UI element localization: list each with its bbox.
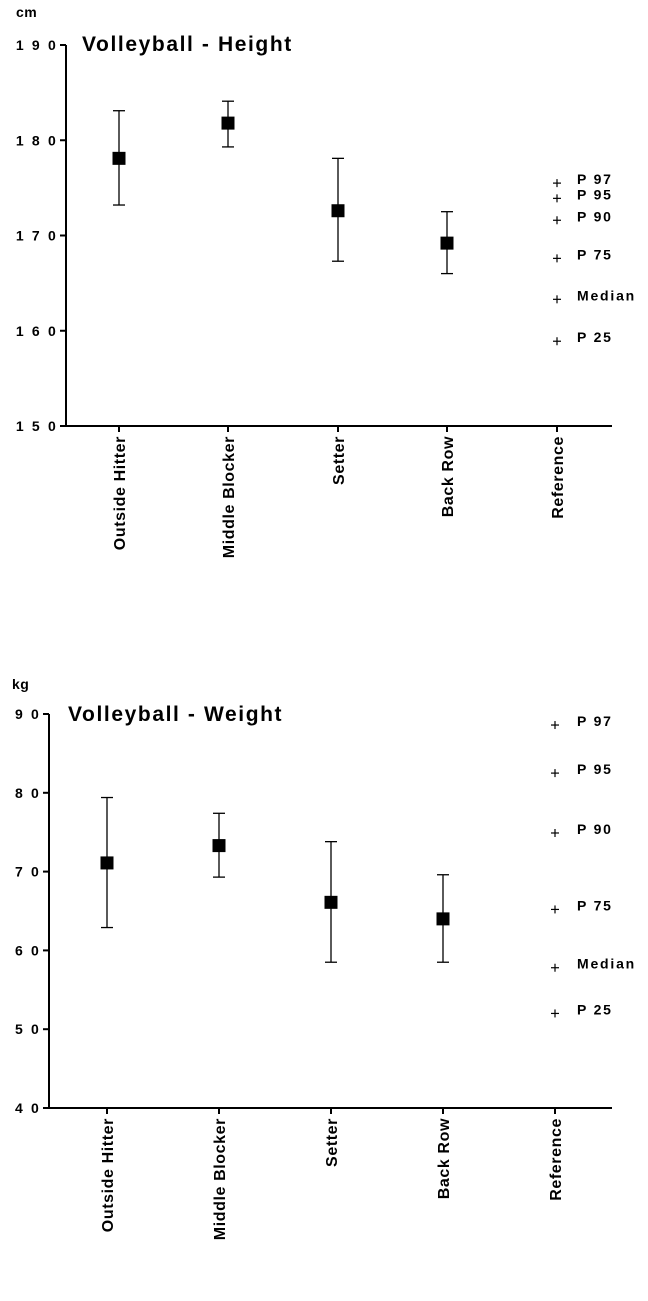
y-axis-unit: kg [12, 676, 29, 692]
reference-marker: Median [551, 956, 636, 972]
x-tick-label: Reference [550, 436, 567, 519]
y-tick-label: 1 8 0 [16, 132, 58, 148]
x-tick-label: Back Row [436, 1118, 453, 1199]
x-tick-label: Setter [324, 1118, 341, 1167]
chart-panel-2: 4 0 5 0 6 0 7 0 8 0 9 0 Outside Hitter Middle B… [12, 676, 636, 1240]
reference-label: P 95 [577, 761, 613, 777]
mean-marker [212, 839, 226, 853]
reference-marker: Median [553, 287, 636, 304]
reference-label: P 90 [577, 208, 613, 224]
reference-marker: P 97 [551, 713, 613, 730]
reference-marker: P 97 [553, 171, 613, 188]
mean-marker [331, 204, 345, 218]
y-tick-label: 1 7 0 [16, 228, 58, 244]
reference-marker: P 75 [551, 897, 613, 914]
reference-label: P 25 [577, 1001, 613, 1017]
y-tick-label: 1 6 0 [16, 323, 58, 339]
y-tick-label: 6 0 [15, 942, 41, 958]
data-point-group [324, 841, 338, 963]
chart-title: Volleyball - Weight [68, 703, 283, 726]
data-point-group [212, 812, 226, 878]
data-point-group [221, 100, 235, 148]
mean-marker [324, 895, 338, 909]
reference-marker: P 25 [551, 1001, 613, 1018]
y-tick-label: 1 5 0 [16, 418, 58, 434]
x-tick-label: Back Row [440, 436, 457, 517]
y-tick-label: 1 9 0 [16, 37, 58, 53]
y-tick-label: 7 0 [15, 864, 41, 880]
y-axis-unit: cm [16, 4, 37, 20]
x-tick-label: Reference [548, 1118, 565, 1201]
reference-label: P 97 [577, 171, 613, 187]
reference-label: P 97 [577, 713, 613, 729]
reference-label: Median [577, 956, 636, 972]
data-point-group [112, 110, 126, 206]
x-tick-label: Outside Hitter [100, 1118, 117, 1232]
data-point-group [440, 211, 454, 275]
reference-marker: P 25 [553, 329, 613, 346]
mean-marker [436, 912, 450, 926]
mean-marker [100, 856, 114, 870]
reference-label: P 75 [577, 246, 613, 262]
reference-marker: P 90 [553, 208, 613, 225]
mean-marker [440, 236, 454, 250]
data-point-group [436, 874, 450, 963]
reference-label: P 90 [577, 821, 613, 837]
y-tick-label: 4 0 [15, 1100, 41, 1116]
reference-label: P 95 [577, 186, 613, 202]
reference-label: Median [577, 287, 636, 303]
data-point-group [331, 157, 345, 262]
reference-marker: P 95 [553, 186, 613, 203]
data-point-group [100, 796, 114, 929]
y-tick-label: 8 0 [15, 785, 41, 801]
mean-marker [112, 151, 126, 165]
x-tick-label: Setter [331, 436, 348, 485]
x-tick-label: Middle Blocker [221, 436, 238, 558]
reference-marker: P 95 [551, 761, 613, 778]
y-tick-label: 9 0 [15, 706, 41, 722]
reference-label: P 75 [577, 897, 613, 913]
chart-title: Volleyball - Height [82, 33, 293, 56]
chart-panel-1: 1 5 0 1 6 0 1 7 0 1 8 0 1 9 0 Outside Hitter M… [16, 4, 636, 558]
reference-label: P 25 [577, 329, 613, 345]
reference-marker: P 90 [551, 821, 613, 837]
x-tick-label: Outside Hitter [112, 436, 129, 550]
reference-marker: P 75 [553, 246, 613, 263]
mean-marker [221, 116, 235, 130]
y-tick-label: 5 0 [15, 1021, 41, 1037]
x-tick-label: Middle Blocker [212, 1118, 229, 1240]
